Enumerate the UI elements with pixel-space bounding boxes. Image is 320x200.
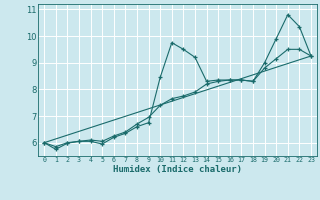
X-axis label: Humidex (Indice chaleur): Humidex (Indice chaleur): [113, 165, 242, 174]
